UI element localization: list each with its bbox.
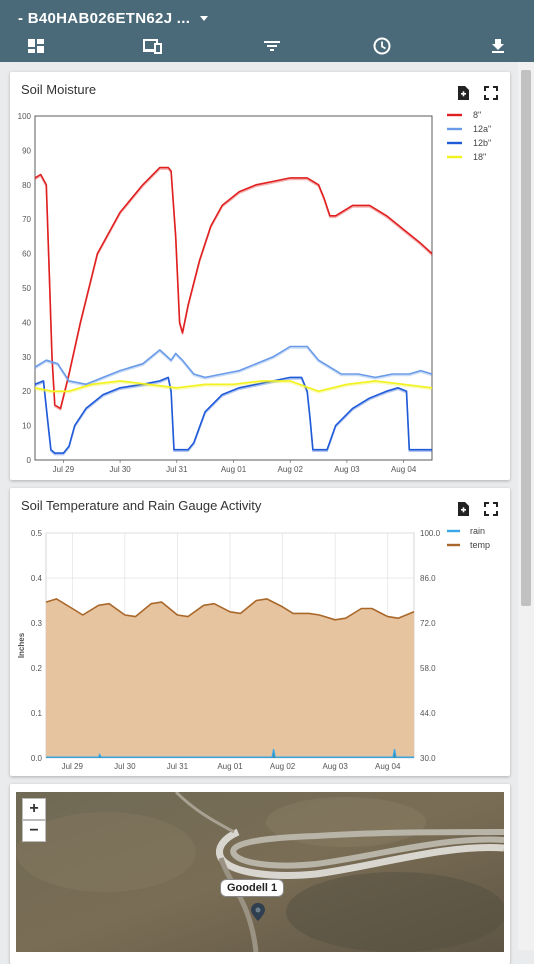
y-tick-label-right: 44.0 xyxy=(420,709,436,718)
x-tick-label: Aug 03 xyxy=(322,762,348,771)
map-pin-icon[interactable] xyxy=(250,902,266,922)
y-tick-label: 60 xyxy=(22,250,31,259)
temp-area-fill xyxy=(46,598,414,758)
x-tick-label: Aug 01 xyxy=(221,465,247,474)
y-tick-label-left: 0.1 xyxy=(31,709,43,718)
fullscreen-icon[interactable] xyxy=(483,85,499,101)
zoom-out-button[interactable]: − xyxy=(22,820,46,842)
soil-moisture-chart: 0 10 20 30 40 50 60 70 80 90 100 Jul 29 Jul 30 Jul 31… xyxy=(18,110,492,474)
nav-history-button[interactable] xyxy=(372,36,392,56)
x-tick-label: Jul 29 xyxy=(62,762,84,771)
y-tick-label: 30 xyxy=(22,353,31,362)
legend-label: 12a" xyxy=(473,124,491,134)
nav-filter-button[interactable] xyxy=(262,36,282,56)
nav-dashboard-button[interactable] xyxy=(26,36,46,56)
y-tick-label-right: 100.0 xyxy=(420,529,441,538)
map-terrain xyxy=(16,792,504,952)
y-tick-label: 70 xyxy=(22,215,31,224)
y-tick-label: 50 xyxy=(22,284,31,293)
temp-series-line xyxy=(45,598,415,621)
devices-icon xyxy=(143,39,162,54)
soil-moisture-card: Soil Moisture 0 10 20 30 40 50 60 70 80 90 100 Jul … xyxy=(10,72,510,480)
x-tick-label: Aug 04 xyxy=(391,465,417,474)
nav-devices-button[interactable] xyxy=(143,36,163,56)
legend-label: 12b" xyxy=(473,138,491,148)
fullscreen-icon[interactable] xyxy=(483,501,499,517)
y-tick-label: 90 xyxy=(22,146,31,155)
y-tick-label: 80 xyxy=(22,181,31,190)
y-tick-label-right: 86.0 xyxy=(420,574,436,583)
y-tick-label: 0 xyxy=(27,456,32,465)
x-tick-label: Jul 29 xyxy=(53,465,75,474)
soil-temperature-card: Soil Temperature and Rain Gauge Activity… xyxy=(10,488,510,776)
y-tick-label-left: 0.3 xyxy=(31,619,43,628)
x-tick-label: Jul 31 xyxy=(167,762,189,771)
device-title: - B40HAB026ETN62J ... xyxy=(18,9,191,27)
series-shadow xyxy=(34,381,433,394)
dashboard-icon xyxy=(28,39,44,53)
satellite-map[interactable] xyxy=(16,792,504,952)
legend-label: rain xyxy=(470,526,485,536)
y-tick-label-left: 0.0 xyxy=(31,754,43,763)
legend-label: 18" xyxy=(473,152,486,162)
map-card: + − Goodell 1 xyxy=(10,784,510,964)
clock-icon xyxy=(373,37,391,55)
series-line-2 xyxy=(34,376,432,454)
soil-moisture-title: Soil Moisture xyxy=(21,82,97,97)
x-tick-label: Jul 30 xyxy=(114,762,136,771)
y-tick-label-right: 72.0 xyxy=(420,619,436,628)
x-tick-label: Aug 02 xyxy=(278,465,304,474)
y-tick-label-left: 0.2 xyxy=(31,664,43,673)
series-line-3 xyxy=(34,380,433,393)
legend-label: 8" xyxy=(473,110,481,120)
series-line-0 xyxy=(34,166,433,410)
y-tick-label-right: 58.0 xyxy=(420,664,436,673)
series-shadow xyxy=(34,347,433,387)
y-axis-title: Inches xyxy=(17,632,26,658)
save-file-icon[interactable] xyxy=(455,501,471,517)
x-tick-label: Aug 04 xyxy=(375,762,401,771)
y-tick-label: 100 xyxy=(18,112,32,121)
y-tick-label: 20 xyxy=(22,387,31,396)
y-tick-label-right: 30.0 xyxy=(420,754,436,763)
map-marker-label[interactable]: Goodell 1 xyxy=(220,879,285,897)
download-icon xyxy=(492,39,504,53)
top-app-bar: - B40HAB026ETN62J ... xyxy=(0,0,534,62)
y-tick-label-left: 0.4 xyxy=(31,574,43,583)
x-tick-label: Jul 30 xyxy=(109,465,131,474)
y-tick-label: 40 xyxy=(22,318,31,327)
x-tick-label: Aug 01 xyxy=(217,762,243,771)
y-tick-label: 10 xyxy=(22,422,31,431)
x-tick-label: Jul 31 xyxy=(166,465,188,474)
zoom-in-button[interactable]: + xyxy=(22,798,46,820)
nav-download-button[interactable] xyxy=(488,36,508,56)
rain-series-line xyxy=(46,748,414,758)
soil-temperature-title: Soil Temperature and Rain Gauge Activity xyxy=(21,498,262,513)
series-line-1 xyxy=(34,345,433,386)
legend-label: temp xyxy=(470,540,490,550)
save-file-icon[interactable] xyxy=(455,85,471,101)
x-tick-label: Aug 02 xyxy=(270,762,296,771)
x-tick-label: Aug 03 xyxy=(334,465,360,474)
soil-temperature-chart: 0.0 0.1 0.2 0.3 0.4 0.5 30.0 44.0 58.0 72.0 86.0 10… xyxy=(17,526,490,771)
device-selector[interactable]: - B40HAB026ETN62J ... xyxy=(18,8,209,28)
y-tick-label-left: 0.5 xyxy=(31,529,43,538)
scrollbar-thumb[interactable] xyxy=(521,70,531,606)
chevron-down-icon xyxy=(200,15,209,21)
plot-area xyxy=(34,115,433,461)
filter-icon xyxy=(264,41,280,51)
